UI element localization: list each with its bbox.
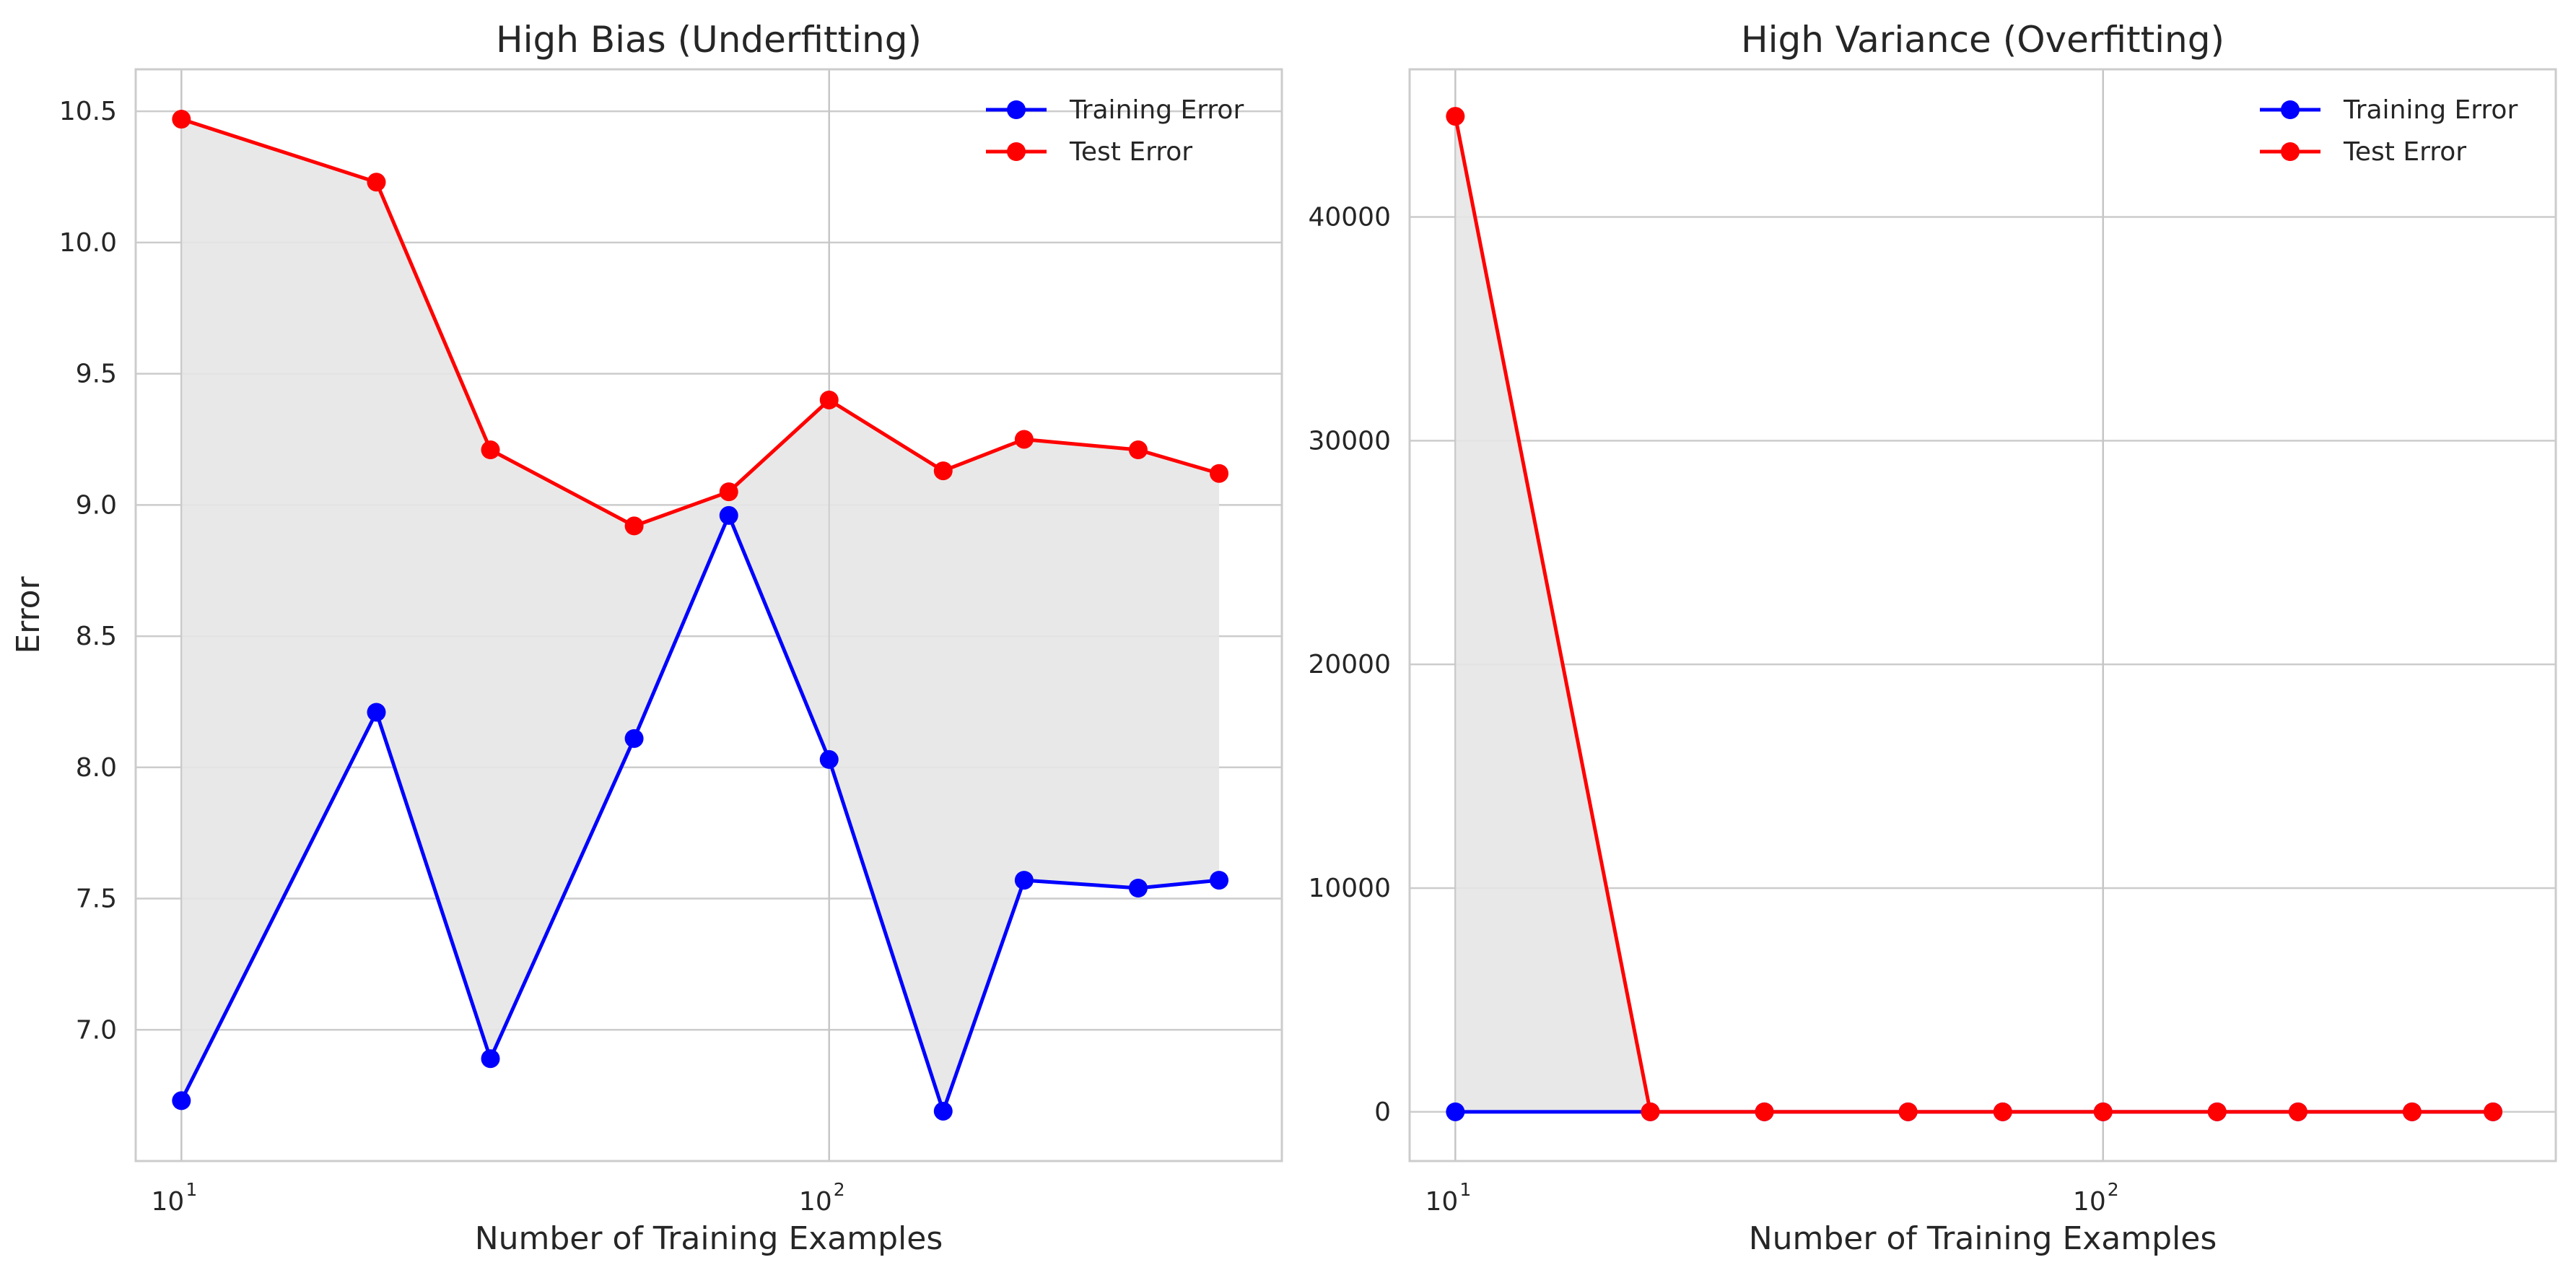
test-error-point [1641,1102,1660,1121]
training-error-point [1128,879,1148,897]
training-error-point [367,703,386,722]
legend-swatch-marker [1007,142,1026,161]
y-tick-label: 8.5 [76,622,117,651]
test-error-point [1014,430,1034,449]
test-error-point [2288,1102,2308,1121]
training-error-point [933,1101,953,1121]
legend-swatch-marker [2281,100,2300,119]
x-tick-exponent: 2 [834,1179,845,1200]
test-error-point [2207,1102,2227,1121]
test-error-point [1755,1102,1774,1121]
training-error-point [481,1049,500,1069]
x-tick-exponent: 1 [1459,1179,1471,1200]
y-tick-label: 20000 [1308,650,1391,679]
y-tick-label: 7.0 [76,1015,117,1045]
x-tick-exponent: 2 [2108,1179,2119,1200]
y-tick-label: 0 [1374,1097,1391,1127]
x-tick-base: 10 [152,1187,185,1217]
series-line-training-error [180,513,1220,1113]
training-error-point [719,505,738,525]
legend-entry-test-error: Test Error [1069,137,1192,167]
test-error-point [819,390,839,409]
chart-title: High Variance (Overfitting) [1741,19,2224,61]
training-error-point [819,749,839,769]
training-error-point [1014,871,1034,890]
axes-frame [1408,68,2557,1162]
test-error-point [719,482,738,502]
error-gap-fill [1455,116,2494,1112]
x-tick-base: 10 [799,1187,832,1217]
y-axis-label: Error [10,575,47,653]
x-axis-label: Number of Training Examples [475,1220,943,1257]
y-tick-label: 30000 [1308,426,1391,456]
legend-entry-training-error: Training Error [1069,95,1244,125]
legend-entry-training-error: Training Error [2343,95,2518,125]
y-tick-label: 9.5 [76,360,117,389]
test-error-point [1446,107,1465,126]
test-error-point [1993,1102,2012,1121]
y-tick-label: 10.0 [59,228,117,258]
training-error-point [172,1091,191,1110]
test-error-point [2402,1102,2422,1121]
test-error-point [624,516,644,536]
test-error-point [933,461,953,481]
y-tick-label: 7.5 [76,884,117,914]
training-error-point [1446,1102,1465,1121]
series-line-test-error [180,117,1220,528]
legend-swatch-marker [1007,100,1026,119]
legend-entry-test-error: Test Error [2343,137,2466,167]
training-error-point [1210,871,1229,890]
chart-title: High Bias (Underfitting) [496,19,922,61]
legend-swatch-marker [2281,142,2300,161]
y-tick-label: 10.5 [59,97,117,126]
error-gap-fill [181,119,1220,1111]
x-tick-base: 10 [2073,1187,2106,1217]
x-tick-exponent: 1 [185,1179,197,1200]
training-error-point [624,729,644,748]
x-tick-base: 10 [1425,1187,1459,1217]
test-error-point [172,110,191,129]
test-error-point [481,440,500,460]
y-tick-label: 9.0 [76,490,117,520]
test-error-point [1210,464,1229,483]
y-tick-label: 40000 [1308,202,1391,232]
test-error-point [367,173,386,192]
axes-frame [134,68,1283,1162]
x-axis-label: Number of Training Examples [1749,1220,2217,1257]
test-error-point [1898,1102,1918,1121]
y-tick-label: 10000 [1308,874,1391,903]
test-error-point [2484,1102,2503,1121]
y-tick-label: 8.0 [76,753,117,783]
test-error-point [2093,1102,2113,1121]
series-line-test-error [1453,116,2494,1114]
test-error-point [1128,440,1148,460]
